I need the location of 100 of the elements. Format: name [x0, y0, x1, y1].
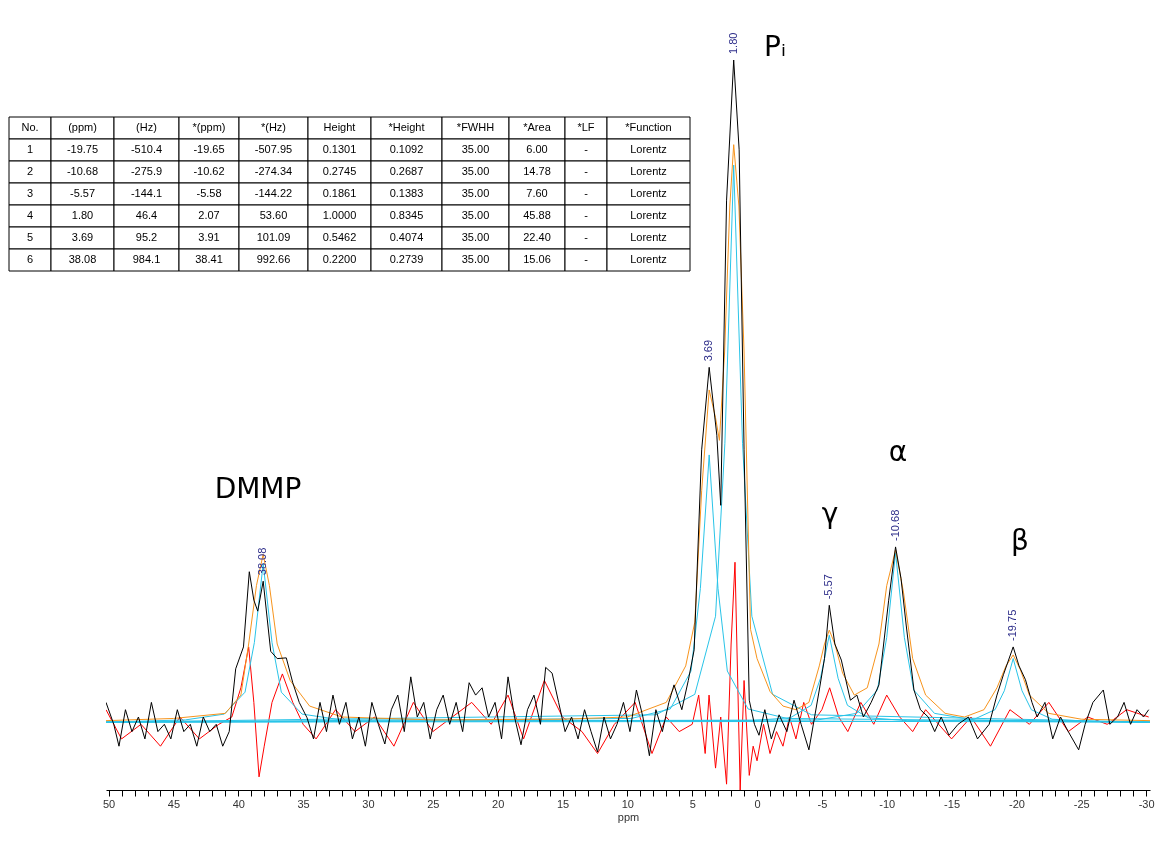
annotation: -	[584, 231, 589, 243]
annotation: 22.40	[523, 231, 551, 243]
annotation: 0.1092	[389, 143, 424, 155]
annotation: 984.1	[132, 253, 161, 265]
annotation: -10.68	[888, 509, 901, 541]
annotation: 0.2200	[322, 253, 357, 265]
annotation: -507.95	[254, 143, 293, 155]
annotation: 0.4074	[389, 231, 424, 243]
annotation: Lorentz	[630, 209, 667, 221]
annotation: Lorentz	[630, 187, 667, 199]
annotation: 992.66	[256, 253, 291, 265]
annotation: 15.06	[523, 253, 551, 265]
annotation: 0.2739	[389, 253, 424, 265]
annotation: β	[1011, 524, 1029, 557]
annotation: 0.2687	[389, 165, 424, 177]
annotation: -19.65	[193, 143, 225, 155]
x-axis-title: ppm	[617, 810, 640, 823]
x-tick-label: 10	[621, 797, 634, 810]
annotation: *Function	[625, 121, 672, 133]
annotation: *(Hz)	[260, 121, 287, 133]
annotation: 3.91	[198, 231, 220, 243]
annotation: (Hz)	[136, 121, 157, 133]
text: 6	[26, 253, 34, 265]
annotation: -5.58	[196, 187, 222, 199]
text: 3	[26, 187, 34, 199]
annotation: 38.41	[195, 253, 223, 265]
text: 5	[26, 231, 34, 243]
annotation: 0.8345	[389, 209, 424, 221]
annotation: 35.00	[461, 231, 490, 243]
annotation: 35.00	[461, 143, 490, 155]
annotation: 35.00	[461, 165, 490, 177]
annotation: *LF	[577, 121, 595, 133]
annotation: 6.00	[526, 143, 548, 155]
text: (ppm)	[68, 121, 97, 133]
annotation: Lorentz	[630, 253, 667, 265]
annotation: 95.2	[135, 231, 158, 243]
annotation: -144.22	[254, 187, 293, 199]
text: 4	[26, 209, 34, 221]
annotation: 3.69	[702, 339, 715, 362]
annotation: 0.1861	[322, 187, 357, 199]
x-tick-label: 40	[232, 797, 245, 810]
annotation: -275.9	[130, 165, 163, 177]
annotation: -5.57	[822, 574, 835, 600]
annotation: *FWHH	[456, 121, 495, 133]
annotation: -510.4	[130, 143, 163, 155]
text: -19.75	[66, 143, 99, 155]
x-tick-label: 45	[167, 797, 181, 810]
text: No.	[21, 121, 39, 133]
annotation: 35.00	[461, 253, 490, 265]
x-tick-label: 35	[297, 797, 310, 810]
annotation: -19.75	[1006, 609, 1019, 641]
annotation: Lorentz	[630, 143, 667, 155]
x-tick-label: -20	[1008, 797, 1025, 810]
annotation: Lorentz	[630, 231, 667, 243]
x-tick-label: -15	[944, 797, 961, 810]
x-tick-label: 50	[102, 797, 116, 810]
annotation: 0.1301	[322, 143, 357, 155]
text: 1.80	[71, 209, 94, 221]
annotation: *(ppm)	[192, 121, 226, 133]
annotation: 0.2745	[322, 165, 357, 177]
annotation: *Height	[388, 121, 425, 133]
annotation: Lorentz	[630, 165, 667, 177]
annotation: Pᵢ	[764, 30, 786, 63]
text: 3.69	[71, 231, 94, 243]
text: 2	[26, 165, 34, 177]
text: 1	[26, 143, 34, 155]
annotation: -	[584, 165, 589, 177]
x-tick-label: -10	[879, 797, 896, 810]
annotation: γ	[821, 497, 839, 530]
annotation: 38.08	[256, 547, 269, 576]
annotation: -	[584, 209, 589, 221]
annotation: 101.09	[256, 231, 291, 243]
annotation: 35.00	[461, 187, 490, 199]
x-tick-label: 20	[492, 797, 505, 810]
x-tick-label: -30	[1138, 797, 1155, 810]
text: -5.57	[69, 187, 96, 199]
annotation: α	[888, 435, 908, 468]
annotation: DMMP	[214, 472, 302, 505]
annotation: 1.80	[726, 32, 739, 54]
x-tick-label: 15	[556, 797, 570, 810]
annotation: 2.07	[198, 209, 220, 221]
text: 38.08	[68, 253, 97, 265]
annotation: -10.62	[193, 165, 225, 177]
x-tick-label: -5	[817, 797, 828, 810]
annotation: *Area	[523, 121, 552, 133]
annotation: -	[584, 187, 589, 199]
annotation: 45.88	[523, 209, 551, 221]
annotation: -274.34	[254, 165, 293, 177]
annotation: -	[584, 143, 589, 155]
x-tick-label: -25	[1073, 797, 1090, 810]
x-tick-label: 0	[754, 797, 761, 810]
x-tick-label: 5	[689, 797, 696, 810]
annotation: 1.0000	[322, 209, 357, 221]
annotation: 7.60	[526, 187, 548, 199]
annotation: 0.5462	[322, 231, 357, 243]
text: -10.68	[66, 165, 99, 177]
annotation: -144.1	[130, 187, 163, 199]
annotation: 53.60	[259, 209, 288, 221]
annotation: 0.1383	[389, 187, 424, 199]
annotation: 35.00	[461, 209, 490, 221]
